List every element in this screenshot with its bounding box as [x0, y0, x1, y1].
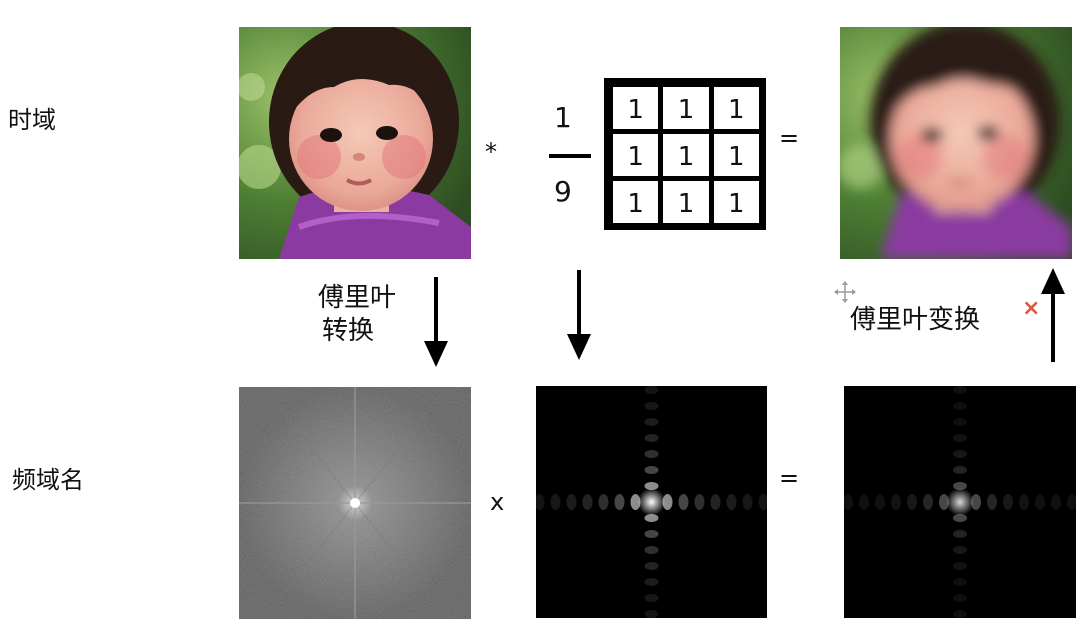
- spectrum-lobe: [566, 494, 577, 510]
- kernel-spectrum: [536, 386, 767, 618]
- spectrum-lobe: [694, 494, 705, 510]
- spectrum-lobe: [907, 494, 917, 510]
- spectrum-lobe: [971, 494, 981, 510]
- spectrum-lobe: [953, 610, 967, 618]
- spectrum-lobe: [662, 494, 673, 510]
- fraction-bar: [549, 154, 591, 158]
- spectrum-peak: [946, 488, 974, 516]
- spectrum-lobe: [859, 494, 869, 510]
- spectrum-lobe: [1035, 494, 1045, 510]
- time-domain-label: 时域: [8, 106, 56, 134]
- spectrum-lobe: [550, 494, 561, 510]
- spectrum-lobe: [614, 494, 625, 510]
- spectrum-lobe: [644, 386, 659, 394]
- spectrum-lobe: [644, 450, 659, 458]
- spectrum-lobe: [644, 578, 659, 586]
- spectrum-lobe: [582, 494, 593, 510]
- kernel-cell: 1: [611, 179, 659, 223]
- blurred-photo: [840, 27, 1072, 259]
- spectrum-lobe: [726, 494, 737, 510]
- spectrum-lobe: [939, 494, 949, 510]
- spectrum-lobe: [891, 494, 901, 510]
- spectrum-lobe: [644, 562, 659, 570]
- filtered-spectrum: [844, 386, 1076, 618]
- spectrum-lobe: [644, 434, 659, 442]
- spectrum-lobe: [678, 494, 689, 510]
- kernel-cell: 1: [611, 132, 659, 176]
- kernel-cell: 1: [711, 85, 759, 129]
- convolution-operator: *: [485, 138, 497, 166]
- spectrum-lobe: [875, 494, 885, 510]
- equals-sign-bottom: =: [779, 464, 800, 492]
- spectrum-lobe: [953, 530, 967, 538]
- kernel-cell: 1: [661, 132, 709, 176]
- spectrum-lobe: [953, 594, 967, 602]
- spectrum-lobe: [1003, 494, 1013, 510]
- spectrum-lobe: [644, 514, 659, 522]
- spectrum-lobe: [644, 594, 659, 602]
- inverse-transform-caption: 傅里叶变换: [850, 305, 981, 335]
- close-icon[interactable]: ×: [1022, 296, 1041, 321]
- spectrum-lobe: [1019, 494, 1029, 510]
- kernel-cell: 1: [661, 179, 709, 223]
- spectrum-lobe: [644, 530, 659, 538]
- kernel-cell: 1: [711, 179, 759, 223]
- spectrum-lobe: [644, 610, 659, 618]
- spectrum-lobe: [758, 494, 767, 510]
- down-arrow-middle: [567, 270, 591, 360]
- spectrum-lobe: [953, 450, 967, 458]
- image-spectrum: [239, 387, 471, 619]
- kernel-cell: 1: [711, 132, 759, 176]
- spectrum-lobe: [953, 434, 967, 442]
- fourier-transform-caption: 傅里叶 转换: [318, 282, 396, 347]
- spectrum-lobe: [644, 418, 659, 426]
- equals-sign-top: =: [779, 124, 800, 152]
- spectrum-lobe: [1067, 494, 1076, 510]
- spectrum-lobe: [644, 466, 659, 474]
- spectrum-lobe: [536, 494, 545, 510]
- averaging-kernel-grid: 1 1 1 1 1 1 1 1 1: [604, 78, 766, 230]
- spectrum-lobe: [953, 546, 967, 554]
- spectrum-lobe: [598, 494, 609, 510]
- kernel-cell: 1: [611, 85, 659, 129]
- spectrum-lobe: [953, 482, 967, 490]
- spectrum-lobe: [953, 562, 967, 570]
- multiply-operator: x: [490, 488, 505, 516]
- spectrum-lobe: [1051, 494, 1061, 510]
- spectrum-lobe: [844, 494, 853, 510]
- spectrum-lobe: [953, 386, 967, 394]
- kernel-numerator: 1: [554, 101, 572, 134]
- move-icon[interactable]: [834, 281, 856, 303]
- spectrum-lobe: [953, 466, 967, 474]
- up-arrow-right: [1041, 268, 1065, 362]
- spectrum-lobe: [987, 494, 997, 510]
- spectrum-lobe: [644, 402, 659, 410]
- spectrum-lobe: [953, 402, 967, 410]
- caption-line-2: 转换: [322, 315, 375, 346]
- spectrum-lobe: [710, 494, 721, 510]
- spectrum-lobe: [923, 494, 933, 510]
- spectrum-lobe: [953, 514, 967, 522]
- caption-line-1: 傅里叶: [318, 283, 397, 313]
- spectrum-lobe: [644, 546, 659, 554]
- original-photo: [239, 27, 471, 259]
- down-arrow-left: [424, 277, 448, 367]
- frequency-domain-label: 频域名: [12, 466, 84, 494]
- spectrum-peak: [637, 488, 666, 516]
- spectrum-lobe: [953, 418, 967, 426]
- spectrum-lobe: [644, 482, 659, 490]
- spectrum-lobe: [953, 578, 967, 586]
- kernel-denominator: 9: [554, 175, 572, 208]
- spectrum-lobe: [742, 494, 753, 510]
- spectrum-lobe: [630, 494, 641, 510]
- kernel-cell: 1: [661, 85, 709, 129]
